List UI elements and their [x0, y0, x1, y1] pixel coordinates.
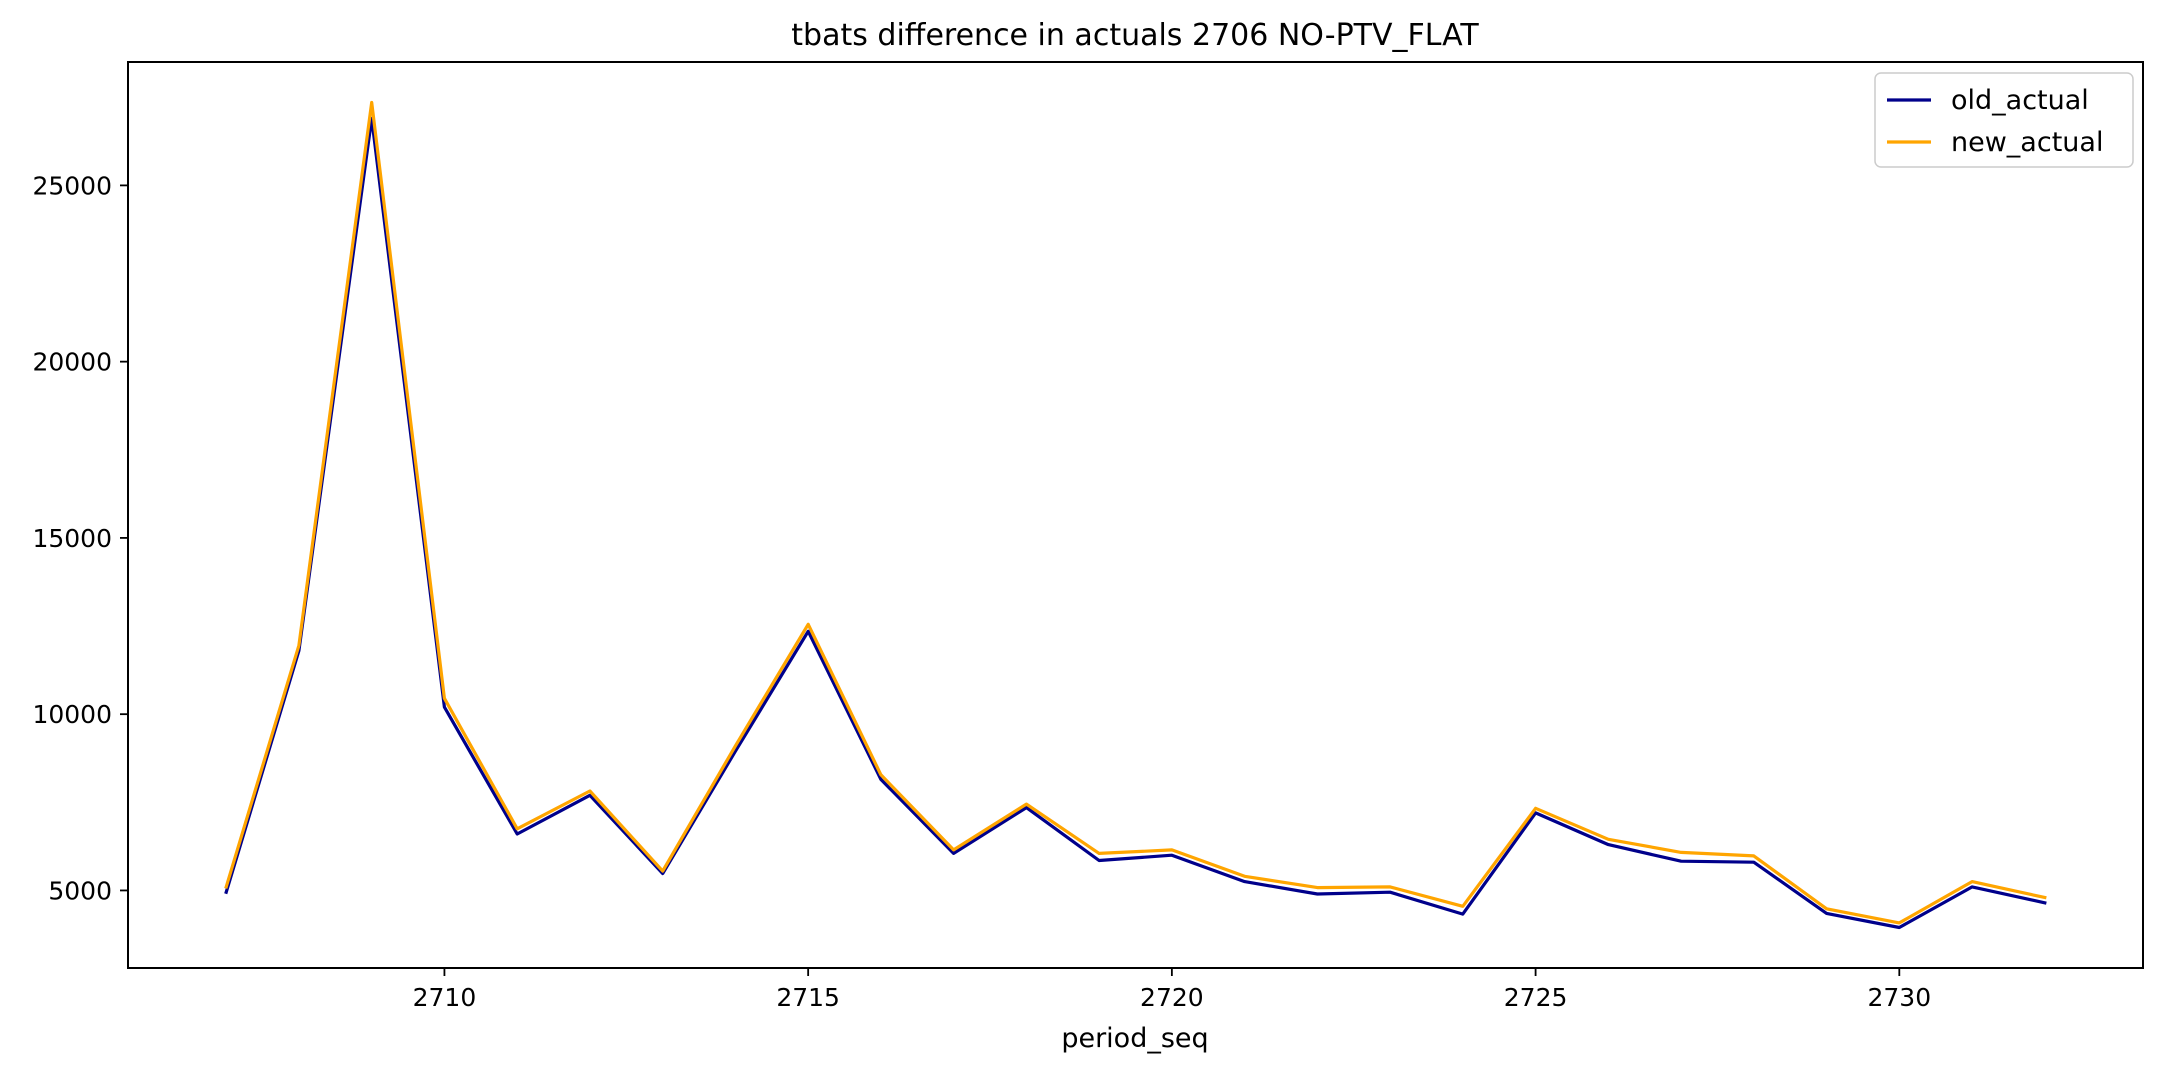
y-tick-label: 15000: [32, 524, 112, 553]
y-tick-label: 20000: [32, 348, 112, 377]
series-line-new-actual: [224, 100, 2047, 925]
x-tick-label: 2720: [1140, 983, 1204, 1012]
legend-label-old-actual: old_actual: [1951, 85, 2089, 116]
legend-box: [1874, 72, 2134, 168]
x-axis-label: period_seq: [1061, 1023, 1208, 1054]
y-axis: 5000 10000 15000 20000 25000: [32, 171, 128, 905]
x-tick-label: 2710: [413, 983, 477, 1012]
y-tick-label: 10000: [32, 700, 112, 729]
x-tick-label: 2725: [1504, 983, 1568, 1012]
x-tick-label: 2715: [776, 983, 840, 1012]
plot-area: [224, 100, 2047, 930]
chart-title: tbats difference in actuals 2706 NO-PTV_…: [791, 18, 1479, 53]
plot-frame: [127, 61, 2144, 969]
x-tick-label: 2730: [1867, 983, 1931, 1012]
series-line-old-actual: [224, 116, 2047, 930]
legend-label-new-actual: new_actual: [1951, 127, 2103, 158]
y-tick-label: 25000: [32, 171, 112, 200]
y-tick-label: 5000: [48, 876, 112, 905]
x-axis: 2710 2715 2720 2725 2730: [413, 968, 1931, 1012]
legend: old_actual new_actual: [1874, 72, 2134, 168]
